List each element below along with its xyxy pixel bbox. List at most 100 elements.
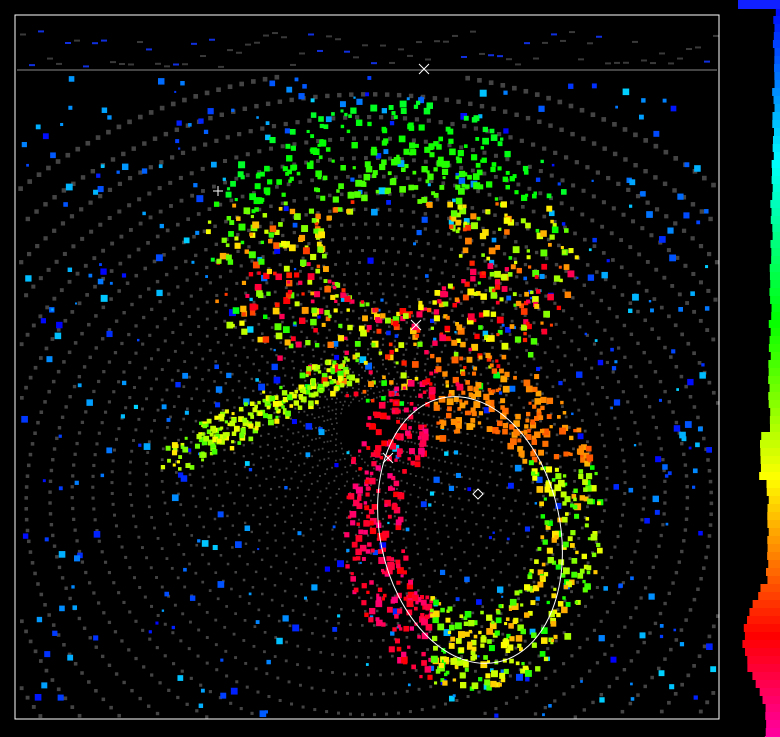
hit (549, 323, 553, 327)
pmt (626, 187, 631, 193)
hit (524, 584, 531, 591)
hit (632, 293, 639, 301)
pmt (474, 445, 477, 448)
hit (579, 568, 585, 574)
pmt (326, 419, 329, 422)
hit (302, 84, 307, 89)
hit (527, 610, 533, 616)
hit (370, 452, 376, 457)
pmt (581, 136, 586, 141)
pmt (417, 443, 420, 446)
pmt (176, 285, 180, 289)
pmt (201, 189, 205, 193)
hit (430, 326, 435, 330)
pmt (671, 410, 675, 414)
pmt (505, 157, 510, 162)
pmt (281, 320, 284, 324)
hit (381, 396, 386, 401)
pmt (155, 377, 158, 381)
pmt (544, 256, 549, 261)
hit (522, 665, 529, 672)
hit (463, 144, 468, 148)
pmt (214, 643, 218, 647)
pmt (185, 278, 189, 282)
hit (630, 682, 633, 686)
pmt (398, 417, 401, 420)
pmt (75, 441, 79, 446)
pmt (595, 270, 599, 274)
pmt (411, 210, 416, 214)
hit (503, 668, 509, 674)
hit (575, 599, 581, 605)
pmt (467, 531, 471, 534)
pmt (396, 303, 400, 306)
pmt (398, 48, 404, 51)
pmt (426, 423, 429, 426)
hit (451, 286, 455, 290)
pmt (380, 44, 386, 47)
pmt (535, 515, 539, 519)
pmt (528, 334, 531, 338)
pmt (452, 604, 456, 607)
hit (393, 491, 399, 498)
hit (480, 643, 485, 648)
hit (231, 417, 237, 423)
pmt (25, 695, 30, 700)
hit (224, 409, 229, 414)
pmt (431, 311, 434, 315)
pmt (275, 185, 279, 189)
pmt (316, 139, 321, 144)
pmt (179, 503, 183, 506)
pmt (474, 669, 477, 673)
pmt (114, 437, 118, 441)
hit (445, 412, 452, 419)
pmt (450, 622, 454, 625)
pmt (416, 41, 422, 44)
hit (427, 173, 434, 180)
pmt (367, 348, 370, 351)
hit (554, 467, 559, 472)
hit (539, 575, 545, 581)
pmt (464, 520, 467, 523)
hit (543, 572, 549, 577)
pmt (56, 327, 61, 332)
hit (435, 366, 442, 373)
hit (333, 386, 339, 392)
pmt (674, 364, 679, 369)
hit (88, 273, 93, 278)
pmt (452, 320, 456, 324)
hit (258, 292, 264, 299)
hit (644, 517, 650, 524)
hit (537, 581, 544, 588)
hit (298, 234, 306, 242)
pmt (621, 581, 625, 585)
pmt (363, 385, 366, 388)
pmt (417, 421, 420, 424)
hit (513, 429, 520, 436)
hit (500, 669, 506, 674)
pmt (287, 450, 290, 453)
hit (409, 152, 413, 156)
pmt (74, 39, 80, 42)
hit (417, 635, 421, 639)
hit (622, 88, 630, 96)
pmt (615, 315, 619, 319)
pmt (562, 330, 566, 334)
pmt (685, 506, 689, 511)
pmt (610, 643, 614, 648)
hit (433, 141, 439, 147)
pmt (97, 539, 101, 543)
pmt (482, 447, 485, 450)
pmt (367, 379, 369, 382)
hit (517, 624, 524, 631)
hit (598, 635, 605, 642)
hit (121, 163, 129, 171)
hit (249, 412, 254, 417)
pmt (417, 382, 420, 385)
hit (563, 567, 570, 575)
pmt (257, 322, 261, 326)
pmt (642, 485, 646, 489)
hit (545, 466, 553, 473)
pmt (288, 488, 291, 491)
pmt (292, 367, 296, 370)
